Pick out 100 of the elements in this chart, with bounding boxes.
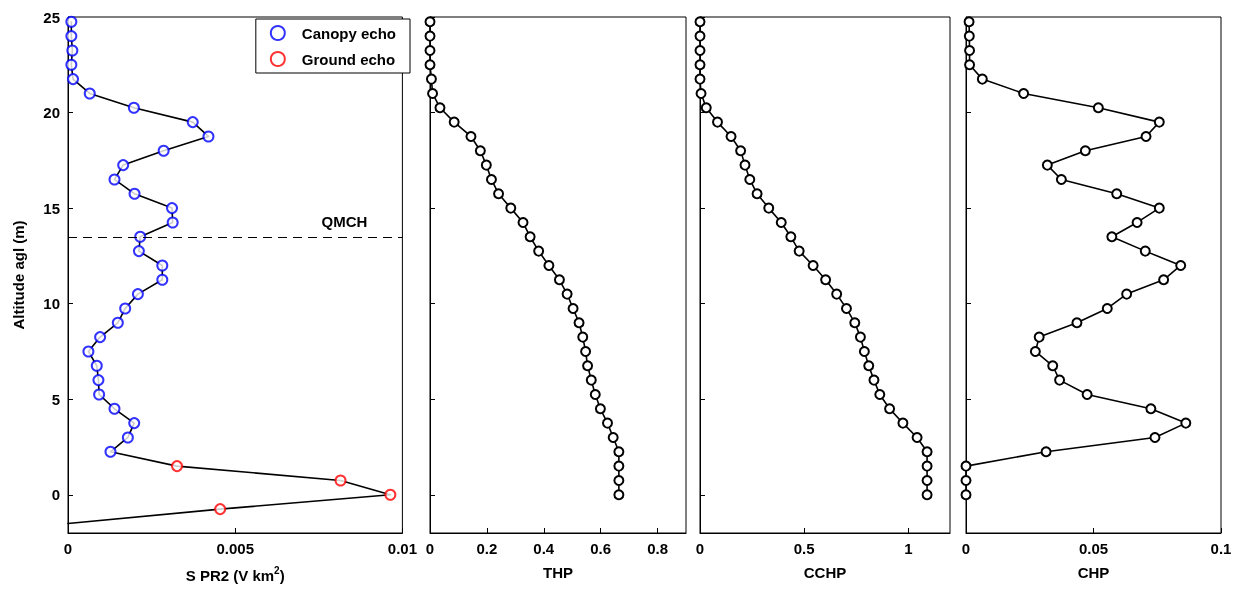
point bbox=[186, 116, 199, 129]
x-tick-label: 0.8 bbox=[647, 540, 668, 557]
point bbox=[911, 431, 923, 443]
point bbox=[613, 460, 625, 472]
point bbox=[1131, 216, 1143, 228]
point bbox=[694, 44, 706, 56]
point bbox=[585, 374, 597, 386]
x-tick-label: 0 bbox=[63, 540, 73, 557]
point bbox=[480, 159, 492, 171]
point bbox=[964, 44, 976, 56]
point bbox=[921, 474, 933, 486]
point bbox=[1140, 130, 1152, 142]
point bbox=[694, 16, 706, 28]
point bbox=[739, 159, 751, 171]
legend-label: Canopy echo bbox=[301, 24, 397, 42]
point bbox=[1145, 403, 1157, 415]
point bbox=[1101, 302, 1113, 314]
point bbox=[561, 288, 573, 300]
point bbox=[65, 30, 78, 43]
point bbox=[434, 102, 446, 114]
point bbox=[104, 445, 117, 458]
point bbox=[424, 16, 436, 28]
point bbox=[1121, 288, 1133, 300]
point bbox=[517, 216, 529, 228]
point bbox=[602, 417, 613, 429]
point bbox=[1018, 87, 1030, 99]
point bbox=[1041, 159, 1053, 171]
point bbox=[1079, 145, 1091, 157]
point bbox=[589, 388, 601, 400]
y-tick-label: 10 bbox=[43, 295, 60, 313]
point bbox=[874, 388, 886, 400]
point bbox=[921, 489, 933, 501]
x-tick-label: 0.5 bbox=[793, 540, 815, 557]
point bbox=[425, 73, 437, 85]
x-tick-label: 0.4 bbox=[533, 540, 555, 557]
point bbox=[849, 317, 861, 329]
x-tick-label: 1 bbox=[904, 540, 913, 557]
point bbox=[424, 30, 436, 42]
point bbox=[83, 87, 96, 100]
point bbox=[921, 460, 933, 472]
legend-label: Ground echo bbox=[301, 50, 396, 68]
point bbox=[131, 288, 144, 301]
point bbox=[166, 216, 179, 229]
point bbox=[694, 59, 706, 71]
point bbox=[94, 331, 107, 344]
x-tick-label: 0.2 bbox=[476, 540, 498, 557]
point bbox=[543, 259, 555, 271]
point bbox=[1033, 331, 1045, 343]
point bbox=[1153, 202, 1165, 214]
y-axis-title: Altitude agl (m) bbox=[10, 220, 27, 330]
point bbox=[65, 58, 78, 71]
point bbox=[465, 130, 477, 142]
x-tick-label: 0.01 bbox=[387, 540, 417, 557]
point bbox=[964, 59, 976, 71]
point bbox=[1139, 245, 1151, 257]
point bbox=[1040, 446, 1052, 458]
point bbox=[807, 259, 819, 271]
point bbox=[785, 231, 797, 243]
point bbox=[474, 145, 486, 157]
point bbox=[960, 460, 972, 472]
x-tick-label: 0.005 bbox=[216, 540, 254, 557]
point bbox=[156, 259, 169, 272]
point bbox=[384, 488, 397, 501]
point bbox=[92, 374, 105, 387]
point bbox=[897, 417, 909, 429]
point bbox=[793, 245, 805, 257]
x-tick-label: 0.05 bbox=[1078, 540, 1109, 557]
point bbox=[214, 503, 227, 516]
point bbox=[117, 159, 130, 172]
point bbox=[66, 44, 79, 57]
point bbox=[854, 331, 866, 343]
point bbox=[1047, 360, 1059, 372]
point bbox=[166, 202, 178, 215]
point bbox=[127, 101, 140, 114]
point bbox=[1055, 173, 1067, 185]
point bbox=[577, 331, 589, 343]
point bbox=[202, 130, 215, 143]
point bbox=[132, 245, 145, 258]
point bbox=[963, 30, 975, 42]
point bbox=[90, 359, 103, 372]
point bbox=[963, 16, 975, 28]
point bbox=[594, 403, 606, 415]
point bbox=[108, 402, 121, 415]
point bbox=[607, 431, 619, 443]
point bbox=[533, 245, 545, 257]
point bbox=[573, 317, 585, 329]
point bbox=[1054, 374, 1066, 386]
point bbox=[820, 274, 832, 286]
point bbox=[424, 44, 436, 56]
y-tick-label: 25 bbox=[43, 8, 60, 26]
point bbox=[751, 188, 763, 200]
point bbox=[93, 388, 106, 401]
point bbox=[67, 73, 80, 86]
point bbox=[712, 116, 723, 128]
point bbox=[1029, 345, 1041, 357]
point bbox=[134, 230, 147, 243]
point bbox=[448, 116, 460, 128]
x-axis-title: THP bbox=[543, 564, 573, 581]
point bbox=[840, 302, 852, 314]
point bbox=[831, 288, 843, 300]
